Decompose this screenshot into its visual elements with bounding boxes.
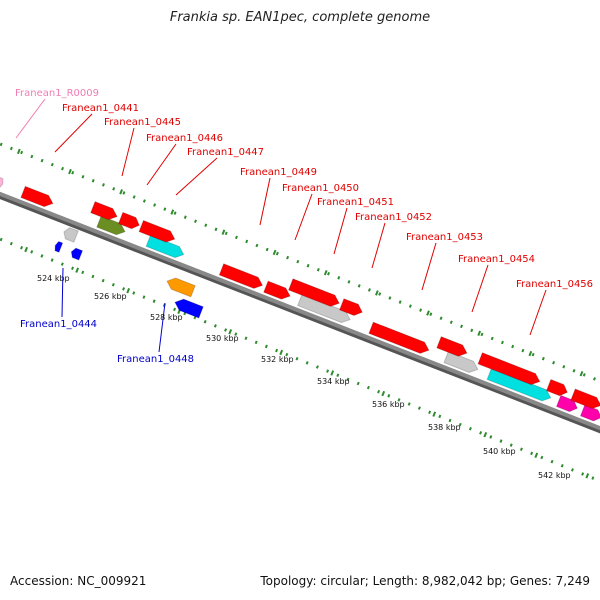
dotted-track-inner	[0, 236, 600, 484]
gene-label-0444[interactable]: Franean1_0444	[20, 319, 97, 330]
gene-label-0450[interactable]: Franean1_0450	[282, 183, 359, 194]
gene-feature-8[interactable]	[53, 240, 64, 253]
gene-feature-9[interactable]	[70, 247, 84, 261]
gene-label-0451[interactable]: Franean1_0451	[317, 197, 394, 208]
gene-feature-1[interactable]	[0, 176, 5, 189]
tick-label: 538 kbp	[428, 423, 461, 432]
gene-feature-23[interactable]	[545, 378, 570, 397]
gene-feature-7[interactable]	[138, 219, 177, 244]
gene-feature-16[interactable]	[287, 278, 342, 309]
gene-feature-22[interactable]	[477, 352, 542, 387]
leader-line-0456	[529, 289, 547, 336]
label-leader-lines	[15, 98, 547, 353]
gene-feature-3[interactable]	[96, 215, 127, 237]
gene-feature-20[interactable]	[436, 336, 469, 359]
gene-feature-4[interactable]	[90, 200, 120, 223]
gene-feature-18[interactable]	[368, 321, 431, 356]
position-tick-labels: 524 kbp 526 kbp 528 kbp 530 kbp 532 kbp 534 k…	[37, 274, 571, 480]
gene-feature-12[interactable]	[165, 275, 196, 298]
gene-label-0447[interactable]: Franean1_0447	[187, 147, 264, 158]
leader-line-0445	[121, 127, 135, 177]
gene-label-0448[interactable]: Franean1_0448	[117, 354, 194, 365]
map-title: Frankia sp. EAN1pec, complete genome	[169, 10, 431, 25]
gene-labels[interactable]: Franean1_R0009 Franean1_0441 Franean1_0445…	[15, 88, 593, 365]
gene-feature-15[interactable]	[297, 293, 353, 325]
tick-label: 534 kbp	[317, 377, 350, 386]
gene-feature-13[interactable]	[218, 263, 264, 291]
leader-line-0449	[259, 177, 271, 226]
leader-line-0450	[294, 193, 313, 241]
gene-label-0456[interactable]: Franean1_0456	[516, 279, 593, 290]
accession-label: Accession: NC_009921	[10, 574, 147, 588]
tick-label: 536 kbp	[372, 400, 405, 409]
gene-feature-2[interactable]	[20, 185, 55, 209]
tick-label: 540 kbp	[483, 447, 516, 456]
leader-line-0447	[175, 157, 218, 196]
gene-feature-26[interactable]	[570, 388, 600, 411]
gene-feature-25[interactable]	[579, 404, 600, 423]
leader-line-0444	[61, 267, 64, 318]
leader-line-r0009	[15, 98, 46, 139]
gene-label-0453[interactable]: Franean1_0453	[406, 232, 483, 243]
tick-label: 530 kbp	[206, 334, 239, 343]
gene-label-0452[interactable]: Franean1_0452	[355, 212, 432, 223]
gene-label-0449[interactable]: Franean1_0449	[240, 167, 317, 178]
gene-label-r0009[interactable]: Franean1_R0009	[15, 88, 99, 99]
tick-label: 524 kbp	[37, 274, 70, 283]
leader-line-0448	[158, 302, 166, 353]
gene-label-0446[interactable]: Franean1_0446	[146, 133, 223, 144]
gene-label-0454[interactable]: Franean1_0454	[458, 254, 535, 265]
gene-features[interactable]	[0, 176, 600, 423]
gene-feature-21[interactable]	[486, 367, 553, 403]
genome-summary: Topology: circular; Length: 8,982,042 bp…	[260, 574, 590, 588]
leader-line-0451	[333, 207, 348, 255]
gene-feature-11[interactable]	[173, 297, 204, 319]
gene-feature-10[interactable]	[62, 226, 79, 243]
tick-label: 526 kbp	[94, 292, 127, 301]
gene-feature-17[interactable]	[338, 298, 365, 318]
leader-line-0446	[146, 143, 177, 186]
tick-label: 532 kbp	[261, 355, 294, 364]
gene-feature-6[interactable]	[145, 234, 186, 260]
dotted-track-outer	[0, 141, 600, 384]
leader-line-0454	[471, 264, 489, 313]
tick-label: 542 kbp	[538, 471, 571, 480]
backbone	[0, 191, 600, 434]
gene-label-0445[interactable]: Franean1_0445	[104, 117, 181, 128]
leader-line-0441	[54, 113, 93, 153]
tick-label: 528 kbp	[150, 313, 183, 322]
gene-feature-5[interactable]	[117, 211, 142, 230]
leader-line-0452	[371, 222, 386, 269]
leader-line-0453	[421, 242, 437, 291]
gene-feature-14[interactable]	[263, 280, 293, 302]
gene-label-0441[interactable]: Franean1_0441	[62, 103, 139, 114]
gene-feature-19[interactable]	[443, 350, 480, 375]
